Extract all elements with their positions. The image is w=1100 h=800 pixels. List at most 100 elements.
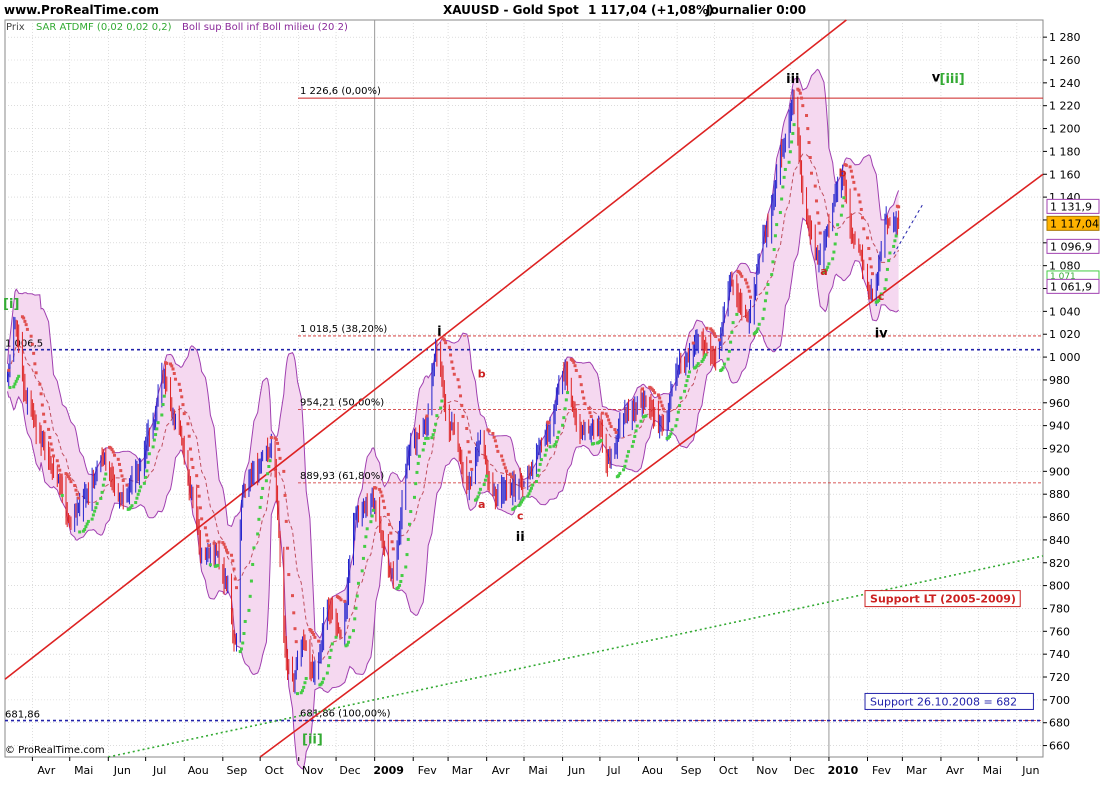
sar-dot — [617, 474, 621, 478]
sar-dot — [630, 444, 634, 448]
sar-dot — [68, 477, 72, 481]
sar-dot — [529, 486, 533, 490]
sar-dot — [354, 606, 358, 610]
sar-dot — [203, 526, 207, 530]
y-tick-label: 1 000 — [1049, 351, 1081, 364]
sar-dot — [399, 579, 403, 583]
sar-dot — [198, 506, 202, 510]
sar-dot — [407, 522, 411, 526]
sar-dot — [661, 407, 665, 411]
sar-dot — [242, 632, 246, 636]
sar-dot — [579, 383, 583, 387]
sar-dot — [841, 204, 845, 208]
x-tick-label: 2009 — [373, 764, 404, 777]
sar-dot — [208, 563, 212, 567]
sar-dot — [58, 468, 62, 472]
sar-dot — [391, 547, 395, 551]
sar-dot — [216, 563, 220, 567]
sar-dot — [95, 502, 99, 506]
sar-dot — [539, 458, 543, 462]
sar-dot — [24, 323, 28, 327]
sar-dot — [722, 362, 726, 366]
sar-dot — [390, 540, 394, 544]
sar-dot — [7, 368, 11, 372]
sar-dot — [238, 650, 242, 654]
sar-dot — [456, 378, 460, 382]
sar-dot — [412, 495, 416, 499]
y-tick-label: 980 — [1049, 374, 1070, 387]
sar-dot — [29, 334, 33, 338]
sar-dot — [317, 639, 321, 643]
sar-dot — [162, 394, 166, 398]
sar-dot — [659, 400, 663, 404]
sar-dot — [248, 594, 252, 598]
sar-dot — [580, 390, 584, 394]
sar-dot — [388, 523, 392, 527]
sar-dot — [788, 150, 792, 154]
sar-dot — [145, 469, 149, 473]
y-tick-label: 1 020 — [1049, 328, 1081, 341]
sar-dot — [381, 499, 385, 503]
sar-dot — [897, 205, 901, 209]
trendline-channel-upper — [4, 19, 847, 680]
legend-boll: Boll sup Boll inf Boll milieu (20 2) — [182, 22, 348, 33]
sar-dot — [439, 406, 443, 410]
sar-dot — [75, 492, 79, 496]
wave-label: ii — [516, 530, 525, 545]
sar-dot — [588, 411, 592, 415]
sar-dot — [78, 530, 82, 534]
sar-dot — [339, 598, 343, 602]
sar-dot — [222, 542, 226, 546]
sar-dot — [548, 445, 552, 449]
sar-dot — [347, 640, 351, 644]
x-tick-label: Jul — [152, 764, 166, 777]
x-tick-label: Dec — [794, 764, 815, 777]
sar-dot — [798, 91, 802, 95]
sar-dot — [783, 167, 787, 171]
sar-dot — [294, 640, 298, 644]
sar-dot — [103, 477, 107, 481]
sar-dot — [43, 420, 47, 424]
bollinger-lower — [7, 217, 899, 770]
sar-dot — [502, 462, 506, 466]
candles — [6, 89, 900, 694]
sar-dot — [543, 453, 547, 457]
price-box-boll_upper — [1046, 198, 1100, 214]
y-tick-label: 880 — [1049, 488, 1070, 501]
sar-dot — [48, 435, 52, 439]
sar-dot — [836, 223, 840, 227]
sar-dot — [656, 393, 660, 397]
price-box-label: 1 131,9 — [1050, 200, 1092, 213]
sar-dot — [688, 370, 692, 374]
sar-dot — [188, 447, 192, 451]
wave-label: i — [437, 324, 441, 339]
sar-dot — [205, 533, 209, 537]
sar-dot — [858, 200, 862, 204]
sar-dot — [320, 680, 324, 684]
sar-dot — [17, 374, 21, 378]
sar-dot — [678, 404, 682, 408]
sar-dot — [303, 681, 307, 685]
sar-dot — [282, 469, 286, 473]
sar-dot — [633, 434, 637, 438]
sar-dot — [536, 473, 540, 477]
sar-dot — [374, 486, 378, 490]
sar-dot — [805, 114, 809, 118]
y-tick-label: 760 — [1049, 625, 1070, 638]
sar-dot — [451, 366, 455, 370]
sar-dot — [32, 351, 36, 355]
sar-dot — [404, 565, 408, 569]
sar-dot — [160, 413, 164, 417]
sar-dot — [683, 389, 687, 393]
sar-dot — [65, 473, 69, 477]
x-tick-label: Oct — [265, 764, 285, 777]
sar-dot — [457, 385, 461, 389]
sar-dot — [187, 434, 191, 438]
sar-dot — [749, 295, 753, 299]
sar-dot — [832, 250, 836, 254]
sar-dot — [247, 608, 251, 612]
sar-dot — [823, 270, 827, 274]
price-box-last_price — [1046, 215, 1100, 231]
x-tick-label: Avr — [37, 764, 55, 777]
